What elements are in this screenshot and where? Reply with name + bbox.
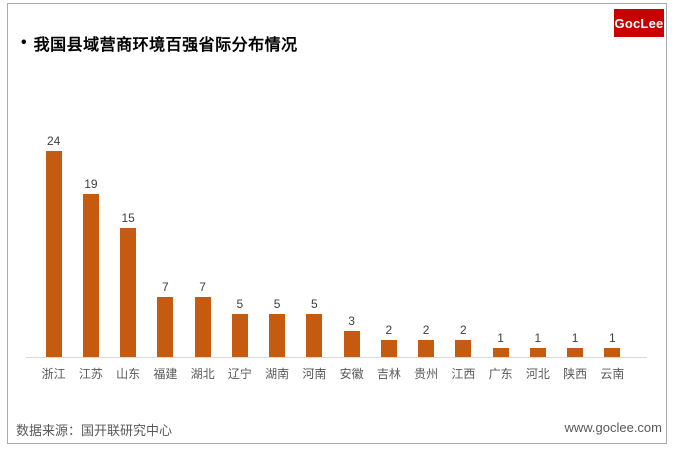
category-label: 广东: [488, 367, 513, 381]
bar-column: 24: [35, 120, 72, 357]
bar-value-label: 24: [46, 134, 61, 148]
bar: [492, 348, 509, 357]
bar-column: 3: [333, 120, 370, 357]
bar-column: 19: [72, 120, 109, 357]
bar-column: 5: [296, 120, 333, 357]
bar: [604, 348, 621, 357]
bar-column: 15: [110, 120, 147, 357]
bar-value-label: 19: [84, 177, 98, 191]
bar: [418, 340, 435, 357]
bar: [529, 348, 546, 357]
category-label: 山东: [116, 367, 141, 381]
bar: [120, 228, 137, 357]
bar-value-label: 7: [199, 280, 206, 294]
bar: [306, 314, 323, 357]
bar: [194, 297, 211, 357]
category-label: 辽宁: [227, 367, 252, 381]
bar-value-label: 5: [273, 297, 281, 311]
x-axis-labels: 浙江 江苏 山东 福建 湖北 辽宁 湖南 河南 安徽 吉林 贵州 江西 广东 河北 陕西 云南: [35, 365, 631, 382]
category-label: 浙江: [41, 367, 66, 381]
category-label: 江苏: [78, 367, 103, 381]
bar-value-label: 1: [534, 331, 542, 345]
bar-column: 1: [594, 120, 631, 357]
bar-column: 7: [184, 120, 221, 357]
category-label: 江西: [451, 367, 476, 381]
bar: [157, 297, 174, 357]
category-label: 贵州: [414, 367, 439, 381]
goclee-logo-text: GocLee: [614, 15, 664, 31]
bar-chart-plot-area: 24 19 15 7 7 5 5 5 3 2 2 2 1 1 1 1: [35, 120, 631, 357]
bar-value-label: 5: [311, 297, 318, 311]
goclee-logo: GocLee: [614, 9, 664, 37]
bar: [343, 331, 360, 357]
bar-value-label: 1: [571, 331, 579, 345]
bar-column: 1: [482, 120, 519, 357]
bar: [380, 340, 397, 357]
category-label: 安徽: [339, 367, 364, 381]
chart-title-row: • 我国县域营商环境百强省际分布情况: [21, 31, 298, 55]
page-title: 我国县域营商环境百强省际分布情况: [33, 37, 298, 54]
category-label: 陕西: [563, 367, 588, 381]
bar: [269, 314, 286, 357]
category-label: 云南: [600, 367, 625, 381]
category-label: 湖南: [265, 367, 290, 381]
bar-column: 2: [445, 120, 482, 357]
bar-value-label: 7: [162, 280, 169, 294]
bar-column: 1: [557, 120, 594, 357]
bar-value-label: 2: [422, 323, 430, 337]
bar: [567, 348, 584, 357]
bar: [82, 194, 99, 357]
data-source-text: 数据来源：国开联研究中心: [16, 423, 173, 438]
bar: [231, 314, 248, 357]
x-axis-line: [26, 357, 647, 358]
slide-frame: • 我国县域营商环境百强省际分布情况 GocLee 24 19 15 7 7 5 5 5 3 2 2…: [7, 3, 667, 444]
bar-value-label: 1: [497, 331, 504, 345]
bar-value-label: 2: [385, 323, 393, 337]
bar-column: 5: [221, 120, 258, 357]
bar: [45, 151, 62, 357]
bar-value-label: 2: [460, 323, 467, 337]
category-label: 河北: [525, 367, 550, 381]
category-label: 福建: [153, 367, 178, 381]
category-label: 湖北: [190, 367, 215, 381]
bar-value-label: 5: [236, 297, 244, 311]
bar-column: 7: [147, 120, 184, 357]
website-text: www.goclee.com: [564, 420, 662, 435]
bullet-icon: •: [21, 34, 27, 51]
bar: [455, 340, 472, 357]
bar-column: 1: [519, 120, 556, 357]
bar-column: 2: [408, 120, 445, 357]
category-label: 河南: [302, 367, 327, 381]
bar-column: 5: [259, 120, 296, 357]
bar-value-label: 1: [609, 331, 616, 345]
category-label: 吉林: [376, 367, 401, 381]
bar-value-label: 15: [121, 211, 135, 225]
bar-column: 2: [370, 120, 407, 357]
bar-value-label: 3: [348, 314, 355, 328]
